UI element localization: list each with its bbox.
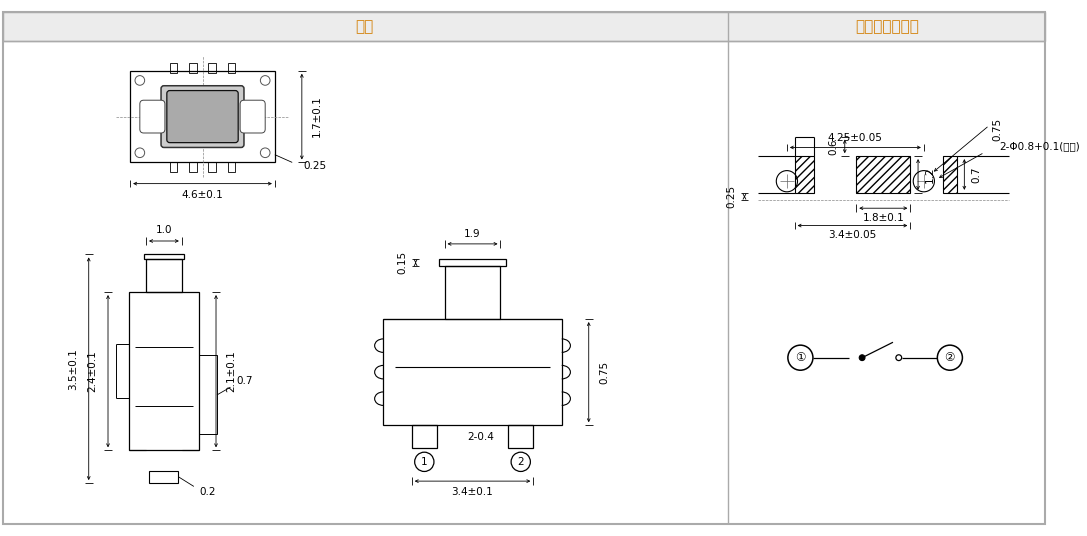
Bar (150, 471, 178, 483)
Text: 3.5±0.1: 3.5±0.1 (68, 348, 78, 390)
Text: 0.15: 0.15 (397, 251, 408, 274)
Text: 1: 1 (421, 457, 427, 467)
Circle shape (859, 355, 865, 361)
Text: ②: ② (945, 351, 955, 364)
Bar (189, 63, 197, 73)
Text: 0.2: 0.2 (200, 487, 216, 497)
Text: 0.25: 0.25 (303, 161, 327, 172)
Text: 4.6±0.1: 4.6±0.1 (182, 190, 224, 200)
Text: 1.0: 1.0 (155, 226, 172, 235)
Bar (227, 63, 235, 73)
Text: 0.7: 0.7 (236, 376, 253, 386)
Text: 1.8±0.1: 1.8±0.1 (862, 213, 904, 223)
Bar (129, 292, 199, 450)
Bar (146, 259, 182, 292)
Text: 2-Φ0.8+0.1(通孔): 2-Φ0.8+0.1(通孔) (999, 142, 1079, 152)
Text: 1.7±0.1: 1.7±0.1 (312, 96, 322, 137)
Bar (439, 259, 507, 266)
Bar (145, 255, 184, 259)
Bar (199, 355, 217, 435)
Text: 4.25±0.05: 4.25±0.05 (828, 133, 883, 143)
Text: 0.7: 0.7 (971, 166, 980, 183)
Text: 2.4±0.1: 2.4±0.1 (88, 351, 98, 392)
FancyBboxPatch shape (240, 100, 265, 133)
Bar (170, 63, 177, 73)
Bar (130, 71, 275, 162)
Text: 2-0.4: 2-0.4 (466, 432, 493, 442)
Bar (189, 162, 197, 172)
Text: 0.25: 0.25 (726, 185, 736, 208)
Bar (384, 319, 562, 425)
Text: 1.2: 1.2 (925, 166, 935, 183)
Bar (209, 162, 216, 172)
Bar (170, 162, 177, 172)
Text: 2: 2 (517, 457, 524, 467)
Circle shape (896, 355, 901, 361)
Text: 1.9: 1.9 (464, 229, 480, 239)
Text: 尺寸: 尺寸 (355, 19, 373, 34)
Text: 0.75: 0.75 (599, 361, 609, 384)
Bar (3, 12, 1046, 41)
Text: 0.6: 0.6 (828, 138, 838, 155)
Bar (944, 156, 957, 193)
Bar (857, 156, 910, 193)
Text: ①: ① (796, 351, 805, 364)
Text: 3.4±0.05: 3.4±0.05 (828, 230, 876, 240)
Bar (795, 156, 814, 193)
FancyBboxPatch shape (161, 86, 243, 147)
Text: 0.75: 0.75 (992, 117, 1002, 140)
FancyBboxPatch shape (140, 100, 165, 133)
Text: 2.1±0.1: 2.1±0.1 (226, 351, 237, 392)
Bar (209, 63, 216, 73)
Text: 3.4±0.1: 3.4±0.1 (452, 487, 493, 497)
Bar (412, 425, 437, 448)
FancyBboxPatch shape (166, 91, 238, 143)
Bar (129, 450, 199, 483)
Bar (509, 425, 534, 448)
Bar (227, 162, 235, 172)
Text: 安装图及电路图: 安装图及电路图 (854, 19, 919, 34)
Bar (445, 266, 500, 319)
